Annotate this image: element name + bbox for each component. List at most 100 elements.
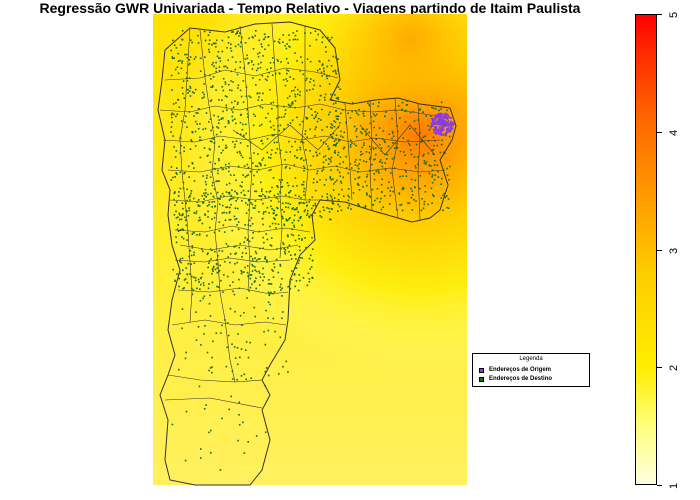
destination-point (278, 72, 281, 74)
destination-point (204, 56, 206, 58)
scale-tick-label: 2 (668, 365, 680, 372)
destination-point (210, 192, 212, 195)
destination-point (208, 43, 210, 45)
destination-point (264, 164, 266, 167)
destination-point (191, 247, 194, 249)
destination-point (309, 254, 312, 257)
destination-point (218, 66, 221, 68)
destination-point (178, 212, 180, 215)
origin-point (439, 112, 442, 115)
destination-point (399, 150, 402, 153)
destination-point (367, 102, 369, 104)
origin-point (436, 113, 439, 116)
destination-point (188, 255, 190, 258)
scale-tick-label: 1 (668, 482, 680, 489)
destination-point (317, 33, 319, 36)
destination-point (301, 120, 304, 123)
destination-point (337, 96, 339, 99)
destination-point (271, 57, 274, 59)
destination-point (239, 45, 242, 48)
destination-point (296, 30, 298, 32)
destination-point (248, 198, 250, 201)
destination-point (210, 99, 213, 101)
destination-point (332, 202, 335, 205)
destination-point (293, 274, 296, 276)
destination-point (185, 351, 187, 354)
destination-point (258, 272, 261, 274)
destination-point (227, 275, 229, 278)
destination-point (326, 193, 329, 195)
destination-point (259, 247, 261, 250)
destination-point (287, 235, 289, 238)
destination-point (260, 190, 263, 192)
destination-point (217, 172, 219, 175)
destination-point (329, 194, 332, 197)
destination-point (434, 174, 437, 176)
destination-point (262, 212, 265, 215)
destination-point (223, 231, 226, 233)
destination-point (369, 156, 372, 159)
destination-point (268, 71, 270, 74)
destination-point (261, 99, 263, 101)
destination-point (236, 197, 239, 200)
destination-point (247, 174, 250, 176)
destination-point (255, 259, 258, 262)
destination-point (285, 165, 288, 168)
destination-point (213, 142, 216, 144)
destination-point (306, 136, 308, 138)
destination-point (319, 60, 321, 63)
destination-point (449, 165, 451, 168)
destination-point (295, 280, 298, 282)
destination-point (287, 371, 289, 373)
destination-point (265, 309, 267, 312)
destination-point (258, 162, 261, 164)
destination-point (224, 319, 226, 321)
destination-point (253, 281, 256, 283)
destination-point (205, 177, 208, 179)
origin-point (438, 122, 441, 125)
destination-point (337, 58, 339, 60)
destination-point (191, 41, 193, 44)
destination-point (376, 188, 379, 190)
destination-point (192, 289, 195, 291)
destination-point (199, 123, 201, 125)
destination-point (255, 252, 258, 255)
destination-point (364, 180, 367, 183)
destination-point (226, 96, 228, 98)
destination-point (296, 60, 298, 62)
destination-point (282, 365, 284, 368)
destination-point (248, 290, 250, 292)
destination-point (199, 156, 202, 159)
destination-point (303, 167, 306, 169)
destination-point (231, 189, 233, 191)
destination-point (309, 60, 312, 63)
destination-point (288, 104, 291, 107)
destination-point (227, 59, 229, 61)
destination-point (209, 100, 212, 102)
destination-point (329, 111, 331, 113)
destination-point (308, 280, 311, 283)
destination-point (219, 131, 222, 133)
destination-point (203, 147, 206, 149)
destination-point (216, 285, 218, 288)
destination-point (218, 119, 220, 121)
destination-point (372, 148, 375, 150)
destination-point (279, 263, 282, 266)
destination-point (382, 206, 384, 208)
destination-point (211, 249, 213, 252)
destination-point (291, 208, 293, 210)
destination-point (225, 191, 228, 193)
destination-point (229, 307, 232, 310)
destination-point (227, 42, 230, 44)
destination-point (336, 142, 338, 144)
destination-point (218, 159, 220, 162)
origin-point (443, 121, 446, 124)
destination-point (272, 276, 275, 278)
destination-point (245, 86, 248, 89)
destination-point (343, 102, 346, 104)
destination-point (205, 183, 207, 186)
destination-point (351, 142, 353, 144)
destination-point (332, 103, 335, 105)
destination-point (200, 276, 203, 279)
destination-point (247, 209, 250, 211)
